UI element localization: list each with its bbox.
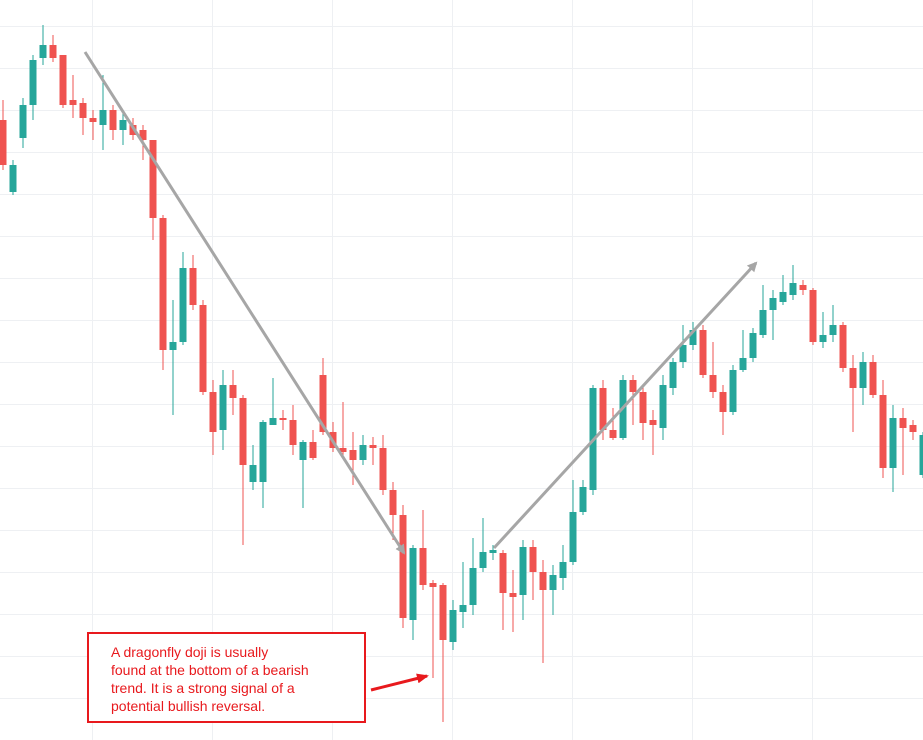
candle-body xyxy=(339,448,347,452)
candle-body xyxy=(219,385,227,430)
candle-body xyxy=(459,605,467,612)
candle-body xyxy=(199,305,207,392)
candle-body xyxy=(359,445,367,460)
candle-body xyxy=(629,380,637,392)
candle-body xyxy=(259,422,267,482)
candle-body xyxy=(559,562,567,578)
candle-body xyxy=(349,450,357,460)
candle-body xyxy=(909,425,917,432)
candle-body xyxy=(299,442,307,460)
candle-body xyxy=(189,268,197,305)
candle-body xyxy=(29,60,37,105)
candle-body xyxy=(9,165,17,192)
candle-body xyxy=(689,330,697,345)
candle-body xyxy=(469,568,477,605)
candle-body xyxy=(869,362,877,395)
candle-body xyxy=(889,418,897,468)
candle-body xyxy=(279,418,287,420)
candle-body xyxy=(39,45,47,58)
candle-body xyxy=(819,335,827,342)
candle-body xyxy=(159,218,167,350)
candle-body xyxy=(319,375,327,432)
candle-body xyxy=(449,610,457,642)
candle-body xyxy=(419,548,427,585)
candle-body xyxy=(229,385,237,398)
candle-body xyxy=(799,285,807,290)
candle-body xyxy=(789,283,797,295)
candle-body xyxy=(49,45,57,58)
candle-body xyxy=(579,487,587,512)
candle-body xyxy=(659,385,667,428)
annotation-line: trend. It is a strong signal of a xyxy=(111,680,295,696)
candle-body xyxy=(569,512,577,562)
candle-body xyxy=(369,445,377,448)
candle-body xyxy=(849,368,857,388)
candle-body xyxy=(769,298,777,310)
annotation-box: A dragonfly doji is usually found at the … xyxy=(87,632,366,723)
candle-body xyxy=(99,110,107,125)
candle-body xyxy=(899,418,907,428)
annotation-line: A dragonfly doji is usually xyxy=(111,644,269,660)
candle-body xyxy=(479,552,487,568)
candle-body xyxy=(839,325,847,368)
candle-body xyxy=(779,292,787,302)
candle-body xyxy=(429,583,437,587)
candle-body xyxy=(59,55,67,105)
candle-body xyxy=(609,430,617,438)
candle-body xyxy=(879,395,887,468)
candle-body xyxy=(859,362,867,388)
candle-body xyxy=(639,392,647,423)
candle-body xyxy=(289,420,297,445)
candle-body xyxy=(389,490,397,515)
candle-body xyxy=(309,442,317,458)
candle-body xyxy=(19,105,27,138)
candle-body xyxy=(739,358,747,370)
candle-body xyxy=(149,140,157,218)
candle-body xyxy=(489,550,497,553)
candle-body xyxy=(109,110,117,130)
candle-body xyxy=(509,593,517,597)
candle-body xyxy=(399,515,407,618)
candle-body xyxy=(379,448,387,490)
candle-body xyxy=(209,392,217,432)
candle-body xyxy=(239,398,247,465)
candle-body xyxy=(439,585,447,640)
candle-body xyxy=(169,342,177,350)
candle-body xyxy=(519,547,527,595)
candle-body xyxy=(749,333,757,358)
candle-body xyxy=(699,330,707,375)
candle-body xyxy=(809,290,817,342)
candle-body xyxy=(729,370,737,412)
candle-body xyxy=(139,130,147,140)
candle-body xyxy=(539,572,547,590)
candle-body xyxy=(0,120,7,165)
candle-body xyxy=(649,420,657,425)
candle-body xyxy=(829,325,837,335)
candle-body xyxy=(719,392,727,412)
annotation-line: potential bullish reversal. xyxy=(111,698,266,714)
annotation-line: found at the bottom of a bearish xyxy=(111,662,309,678)
candle-body xyxy=(179,268,187,342)
candle-body xyxy=(599,388,607,430)
candle-body xyxy=(709,375,717,392)
candle-body xyxy=(409,548,417,620)
pointer-arrow xyxy=(370,673,429,692)
candle-body xyxy=(759,310,767,335)
candle-body xyxy=(499,553,507,593)
candle-body xyxy=(549,575,557,590)
trend-arrow xyxy=(492,261,758,550)
candle-body xyxy=(919,435,923,475)
candle-body xyxy=(669,362,677,388)
candle-body xyxy=(269,418,277,425)
trend-arrow xyxy=(83,51,406,555)
candle-body xyxy=(529,547,537,572)
candle-body xyxy=(69,100,77,105)
candle-body xyxy=(679,345,687,362)
candle-body xyxy=(119,120,127,130)
candle-body xyxy=(89,118,97,122)
candle-body xyxy=(249,465,257,482)
candle-body xyxy=(79,103,87,118)
